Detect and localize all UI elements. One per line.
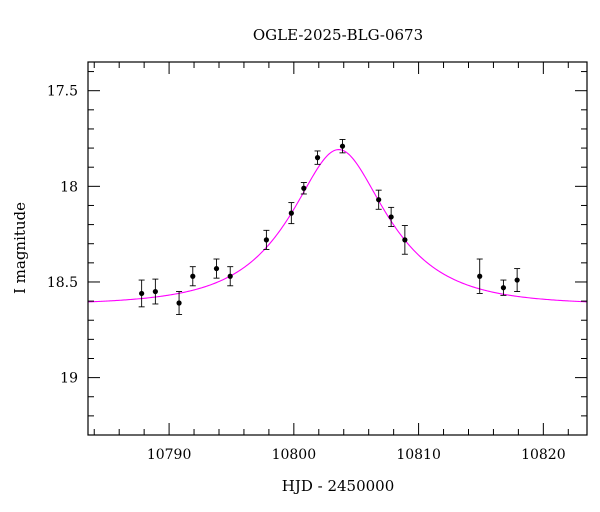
x-tick-label: 10790 <box>147 447 192 463</box>
point-marker <box>314 155 321 161</box>
data-point <box>263 229 270 250</box>
data-point <box>152 278 159 305</box>
data-point <box>339 139 346 154</box>
data-point <box>288 202 295 225</box>
y-tick-label: 19 <box>60 371 78 387</box>
x-axis: 10790 10800 10810 10820 <box>93 62 569 463</box>
data-point <box>314 150 321 165</box>
point-marker <box>288 210 294 216</box>
data-point <box>300 182 307 195</box>
data-point <box>514 268 521 292</box>
point-marker <box>263 237 269 243</box>
point-marker <box>190 273 196 279</box>
x-axis-label: HJD - 2450000 <box>282 477 395 495</box>
plot-frame <box>87 61 588 436</box>
point-marker <box>514 277 520 283</box>
point-marker <box>339 143 346 149</box>
data-point <box>213 258 220 279</box>
data-point <box>476 258 483 294</box>
y-axis: 17.5 18 18.5 19 <box>47 71 587 436</box>
data-point <box>500 279 507 296</box>
x-tick-label: 10820 <box>521 447 566 463</box>
y-tick-label: 17.5 <box>47 84 78 100</box>
data-point <box>388 206 395 227</box>
point-marker <box>213 265 220 272</box>
point-marker <box>176 300 182 306</box>
point-marker <box>376 197 382 203</box>
point-marker <box>500 285 507 291</box>
data-point <box>189 266 196 287</box>
data-point <box>401 225 408 255</box>
point-marker <box>139 290 145 297</box>
point-marker <box>152 288 158 295</box>
point-marker <box>477 273 483 279</box>
data-point <box>176 291 183 315</box>
data-point <box>227 266 234 287</box>
data-point <box>375 189 382 210</box>
plot-area <box>88 139 587 315</box>
x-tick-label: 10810 <box>396 447 441 463</box>
point-marker <box>388 214 394 220</box>
data-point <box>138 279 145 308</box>
point-marker <box>301 185 307 191</box>
y-tick-label: 18 <box>60 179 78 195</box>
point-marker <box>227 273 233 279</box>
y-tick-label: 18.5 <box>47 275 78 291</box>
point-marker <box>402 237 408 243</box>
chart-title: OGLE-2025-BLG-0673 <box>253 26 423 44</box>
y-axis-label: I magnitude <box>11 202 29 294</box>
model-curve <box>88 149 587 303</box>
x-tick-label: 10800 <box>272 447 317 463</box>
